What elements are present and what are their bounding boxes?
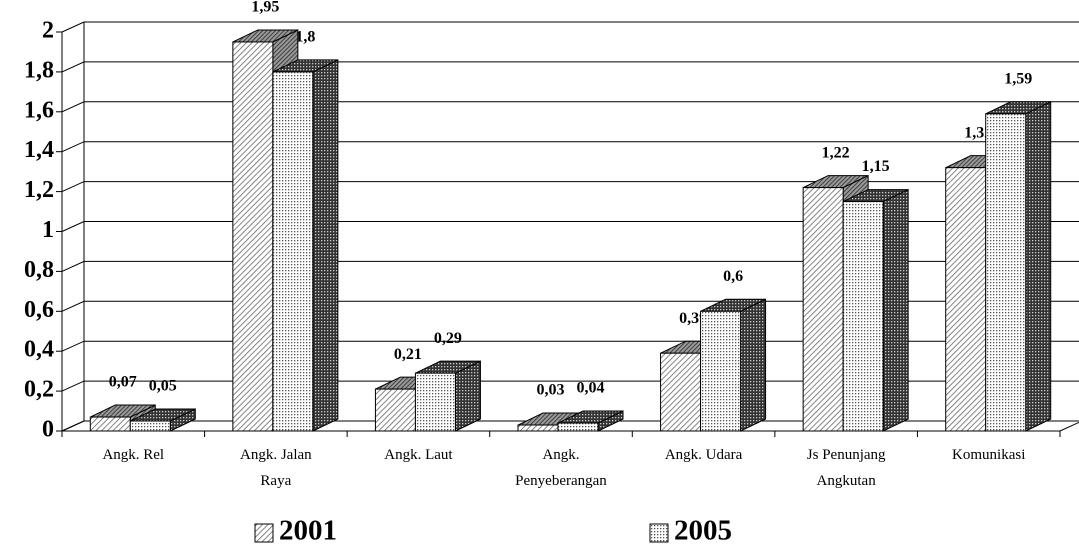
x-tick-label: Angk. Udara <box>664 447 743 463</box>
value-label: 0,21 <box>394 346 422 363</box>
y-tick-label: 0 <box>42 417 54 443</box>
bar <box>842 201 884 432</box>
value-label: 1,22 <box>822 144 850 161</box>
y-tick-label: 1,6 <box>24 97 54 123</box>
x-tick-label: Angk. Rel <box>102 447 165 463</box>
x-tick-label: Js Penunjang Angkutan <box>806 447 886 489</box>
value-label: 0,29 <box>434 330 462 347</box>
grid-line <box>61 181 1079 193</box>
bar <box>945 167 987 432</box>
bar <box>557 422 599 432</box>
bar <box>232 41 274 432</box>
grid-line <box>61 221 1079 232</box>
value-label: 1,95 <box>251 0 279 16</box>
bar-side <box>740 298 767 432</box>
bar <box>700 310 742 432</box>
y-tick-label: 0,8 <box>24 257 54 283</box>
y-tick-label: 1,2 <box>24 177 54 203</box>
value-label: 1,8 <box>295 29 315 46</box>
x-tick-label: Angk. Penyeberangan <box>515 447 607 489</box>
y-tick-label: 1,4 <box>24 137 54 163</box>
bar-side <box>882 188 909 432</box>
grid-line <box>61 141 1079 153</box>
value-label: 0,05 <box>149 378 177 395</box>
y-tick-label: 0,2 <box>24 377 54 403</box>
grid-line <box>61 300 1079 312</box>
y-tick-label: 2 <box>42 18 54 44</box>
x-tick-label: Angk. Jalan Raya <box>240 447 312 489</box>
grid-line <box>61 340 1079 352</box>
bar <box>985 113 1027 432</box>
y-tick-label: 0,4 <box>24 337 54 363</box>
bar <box>517 424 559 432</box>
grid-line <box>61 101 1079 113</box>
bar <box>660 352 702 432</box>
bar <box>414 372 456 432</box>
floor-right <box>1059 421 1079 432</box>
value-label: 0,07 <box>109 374 137 391</box>
grid-line <box>61 61 1079 73</box>
value-label: 1,15 <box>862 158 890 175</box>
y-tick-label: 0,6 <box>24 297 54 323</box>
y-tick-label: 1,8 <box>24 57 54 83</box>
value-label: 0,04 <box>577 380 605 397</box>
bar <box>129 420 171 432</box>
grid-line <box>61 380 1079 392</box>
bar-side <box>312 59 339 432</box>
x-tick-label: Angk. Laut <box>384 447 453 463</box>
grid-line <box>61 260 1079 272</box>
legend-label: 2001 <box>279 515 337 547</box>
value-label: 0,03 <box>537 382 565 399</box>
bar <box>89 416 131 432</box>
bar <box>374 388 416 432</box>
bar <box>802 187 844 432</box>
value-label: 1,59 <box>1004 70 1032 87</box>
legend-swatch <box>649 523 669 543</box>
grid-line <box>61 21 1079 33</box>
x-tick-label: Komunikasi <box>952 447 1026 463</box>
legend-label: 2005 <box>674 515 732 547</box>
y-tick-label: 1 <box>42 217 54 243</box>
bar-side <box>1025 101 1052 432</box>
legend-swatch <box>254 523 274 543</box>
value-label: 0,6 <box>723 268 743 285</box>
bar <box>272 71 314 432</box>
